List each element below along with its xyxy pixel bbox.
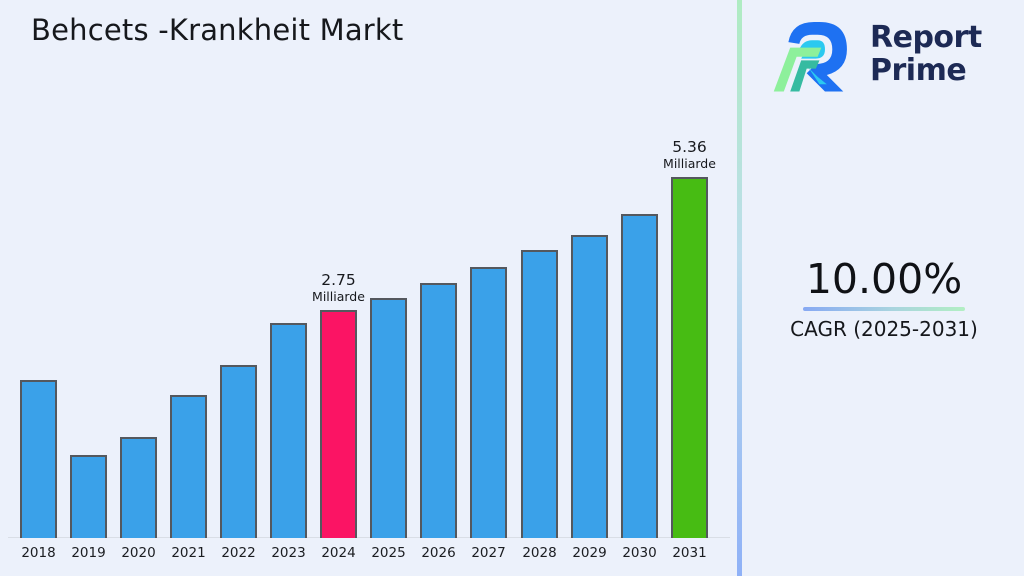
x-tick-2023: 2023 — [271, 545, 306, 561]
x-tick-2024: 2024 — [321, 545, 356, 561]
logo-wordmark: Report Prime — [870, 21, 982, 87]
logo-word-prime: Prime — [870, 53, 967, 88]
bar-2029 — [571, 235, 608, 538]
bar-2021 — [170, 395, 207, 538]
bar-2020 — [120, 437, 157, 538]
annotation-2031: 5.36 Milliarde — [648, 138, 732, 171]
bar-value-label: 2.75 — [321, 271, 356, 289]
x-tick-2022: 2022 — [221, 545, 256, 561]
x-tick-2020: 2020 — [121, 545, 156, 561]
bar-2019 — [70, 455, 107, 538]
bar-2022 — [220, 365, 257, 538]
bar-2027 — [470, 267, 507, 538]
logo-word-report: Report — [870, 20, 982, 55]
bar-2030 — [621, 214, 658, 538]
bar-2025 — [370, 298, 407, 538]
bar-2031 — [671, 177, 708, 538]
report-prime-logo: Report Prime — [768, 8, 1004, 100]
x-tick-2028: 2028 — [522, 545, 557, 561]
bar-unit-label: Milliarde — [312, 289, 365, 304]
report-prime-logo-icon — [773, 21, 847, 92]
bar-2028 — [521, 250, 558, 538]
bar-2026 — [420, 283, 457, 538]
bar-2024 — [320, 310, 357, 538]
cagr-block: 10.00% CAGR (2025-2031) — [772, 255, 996, 341]
x-tick-2027: 2027 — [471, 545, 506, 561]
cagr-underline — [803, 307, 965, 311]
x-tick-2021: 2021 — [171, 545, 206, 561]
x-tick-2030: 2030 — [622, 545, 657, 561]
cagr-value: 10.00% — [805, 255, 963, 303]
cagr-label: CAGR (2025-2031) — [790, 317, 978, 341]
market-bar-chart: 2018 2019 2020 2021 2022 2023 2024 2025 2026 2027… — [8, 138, 732, 561]
x-tick-2025: 2025 — [371, 545, 406, 561]
x-tick-2018: 2018 — [21, 545, 56, 561]
x-axis-line — [8, 537, 730, 538]
vertical-divider — [737, 0, 742, 576]
x-tick-2029: 2029 — [572, 545, 607, 561]
annotation-2024: 2.75 Milliarde — [297, 271, 381, 304]
bar-2018 — [20, 380, 57, 538]
x-tick-2026: 2026 — [421, 545, 456, 561]
page-title: Behcets -Krankheit Markt — [31, 13, 404, 47]
x-tick-2031: 2031 — [672, 545, 707, 561]
bar-value-label: 5.36 — [672, 138, 707, 156]
bar-2023 — [270, 323, 307, 538]
bar-unit-label: Milliarde — [663, 156, 716, 171]
x-tick-2019: 2019 — [71, 545, 106, 561]
